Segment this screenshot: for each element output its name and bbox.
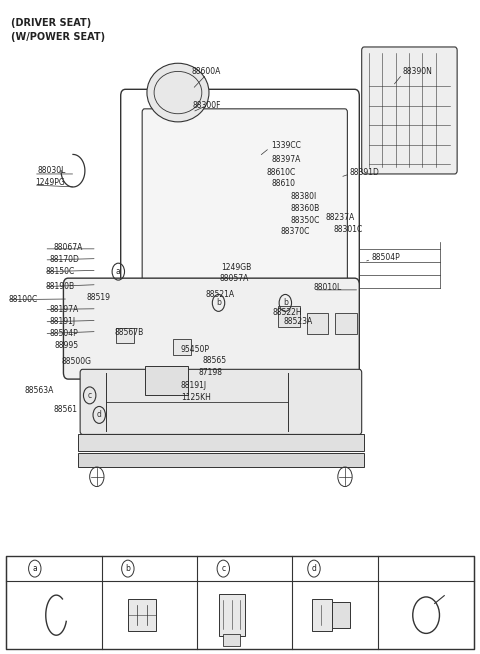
FancyBboxPatch shape (63, 278, 360, 379)
Text: 88522H: 88522H (273, 308, 302, 317)
Text: c: c (221, 564, 225, 573)
Text: 88360B: 88360B (290, 204, 319, 213)
Text: d: d (97, 411, 102, 419)
Text: 88610C: 88610C (266, 167, 296, 177)
Text: b: b (125, 564, 130, 573)
Text: 88504P: 88504P (49, 329, 78, 338)
Bar (144, 366, 188, 396)
Ellipse shape (147, 63, 209, 122)
Text: 88191J: 88191J (181, 381, 207, 390)
Text: (W/POWER SEAT): (W/POWER SEAT) (11, 32, 105, 42)
Text: 88057A: 88057A (220, 274, 249, 283)
Text: 88370C: 88370C (281, 228, 310, 237)
Text: 87198: 87198 (198, 368, 222, 377)
Bar (173, 339, 192, 355)
Text: c: c (88, 391, 92, 400)
Text: 88030L: 88030L (37, 166, 66, 175)
Bar (6, 557, 474, 649)
Text: 1339CC: 1339CC (271, 141, 301, 150)
Text: 88191J: 88191J (49, 317, 75, 326)
Text: a: a (33, 564, 37, 573)
Bar (312, 599, 332, 632)
Text: 1125KH: 1125KH (181, 393, 211, 402)
Bar (332, 602, 350, 628)
Text: 88170D: 88170D (49, 256, 79, 264)
Text: 88237A: 88237A (326, 213, 355, 222)
Text: 88380I: 88380I (290, 192, 316, 201)
Text: 88521A: 88521A (205, 290, 235, 299)
Text: 88523A: 88523A (284, 317, 313, 326)
FancyBboxPatch shape (142, 109, 348, 281)
Bar (223, 634, 240, 645)
Text: b: b (216, 298, 221, 307)
Bar (336, 313, 357, 334)
Bar (218, 594, 245, 636)
Bar (128, 599, 156, 632)
Text: 88100C: 88100C (9, 295, 38, 304)
Text: 88600A: 88600A (192, 67, 221, 76)
Text: (DRIVER SEAT): (DRIVER SEAT) (11, 18, 91, 27)
Bar (116, 328, 134, 343)
Text: 88179: 88179 (323, 564, 348, 573)
Text: 88010L: 88010L (314, 283, 342, 292)
FancyBboxPatch shape (362, 47, 457, 174)
Text: 1249GB: 1249GB (221, 263, 251, 271)
Bar (78, 434, 364, 451)
Text: 85839: 85839 (137, 564, 162, 573)
Text: 88563A: 88563A (24, 387, 54, 395)
Text: 46785B: 46785B (411, 564, 442, 573)
Text: 88543C: 88543C (229, 564, 260, 573)
Text: a: a (116, 267, 120, 276)
Bar (307, 313, 328, 334)
FancyBboxPatch shape (80, 370, 362, 434)
Text: 88610: 88610 (271, 179, 295, 188)
Text: 88197A: 88197A (49, 305, 78, 314)
Text: 88504P: 88504P (371, 253, 400, 262)
Text: 88567B: 88567B (115, 328, 144, 337)
Bar (278, 306, 300, 327)
Text: 1249PG: 1249PG (35, 178, 64, 187)
Text: 88500G: 88500G (61, 357, 91, 366)
Text: 88150C: 88150C (45, 267, 74, 276)
Text: 88067A: 88067A (54, 243, 83, 252)
Text: 00824: 00824 (44, 564, 69, 573)
Text: 88390N: 88390N (402, 67, 432, 76)
Text: d: d (312, 564, 316, 573)
Text: 88397A: 88397A (271, 155, 300, 164)
Text: 88565: 88565 (203, 356, 227, 366)
Text: 88995: 88995 (55, 341, 79, 350)
Text: 95450P: 95450P (181, 345, 210, 354)
Text: 88561: 88561 (54, 405, 78, 414)
Text: b: b (283, 298, 288, 307)
Text: 88350C: 88350C (290, 216, 320, 225)
Text: 88519: 88519 (86, 293, 110, 302)
Text: 88391D: 88391D (350, 167, 380, 177)
Bar (78, 453, 364, 467)
Text: 88300F: 88300F (192, 101, 221, 110)
Text: 88190B: 88190B (45, 282, 74, 291)
Text: 88301C: 88301C (333, 225, 362, 234)
